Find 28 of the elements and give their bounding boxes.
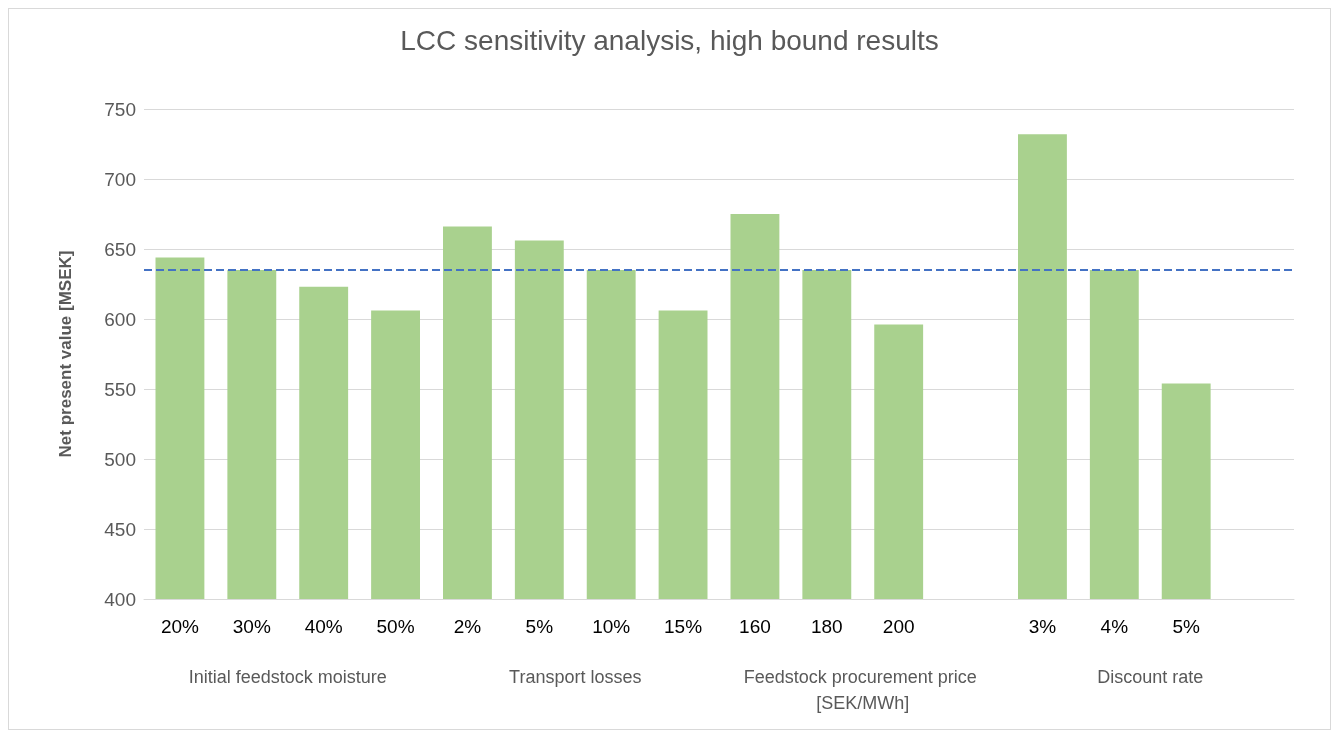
text: Initial feedstock moisture bbox=[188, 667, 387, 687]
y-tick-label: 550 bbox=[104, 378, 136, 400]
x-tick-label: 50% bbox=[376, 616, 415, 637]
x-tick-label: 2% bbox=[453, 616, 482, 637]
y-axis-title: Net present value [MSEK] bbox=[56, 250, 75, 458]
x-tick-label: 200 bbox=[882, 616, 915, 637]
x-tick-label: 4% bbox=[1100, 616, 1129, 637]
x-tick-label: 3% bbox=[1028, 616, 1057, 637]
x-tick-label: 40% bbox=[304, 616, 343, 637]
x-tick-label: 20% bbox=[160, 616, 200, 637]
text: Transport losses bbox=[509, 667, 642, 687]
text: Feedstock procurement price [SEK/MWh] bbox=[743, 667, 982, 713]
y-tick-label: 750 bbox=[104, 98, 136, 120]
text: Discount rate bbox=[1097, 667, 1204, 687]
x-tick-label: 30% bbox=[232, 616, 271, 637]
y-tick-label: 450 bbox=[104, 518, 136, 540]
y-tick-label: 500 bbox=[104, 448, 136, 470]
x-tick-label: 5% bbox=[1172, 616, 1201, 637]
y-tick-label: 650 bbox=[104, 238, 136, 260]
x-tick-label: 10% bbox=[592, 616, 631, 637]
x-tick-label: 5% bbox=[525, 616, 554, 637]
chart-title: LCC sensitivity analysis, high bound results bbox=[400, 24, 939, 56]
x-tick-label: 160 bbox=[739, 616, 771, 637]
y-tick-label: 600 bbox=[104, 308, 136, 330]
y-tick-label: 700 bbox=[104, 168, 136, 190]
x-tick-label: 15% bbox=[664, 616, 703, 637]
x-tick-label: 180 bbox=[810, 616, 843, 637]
y-tick-label: 400 bbox=[104, 588, 136, 610]
